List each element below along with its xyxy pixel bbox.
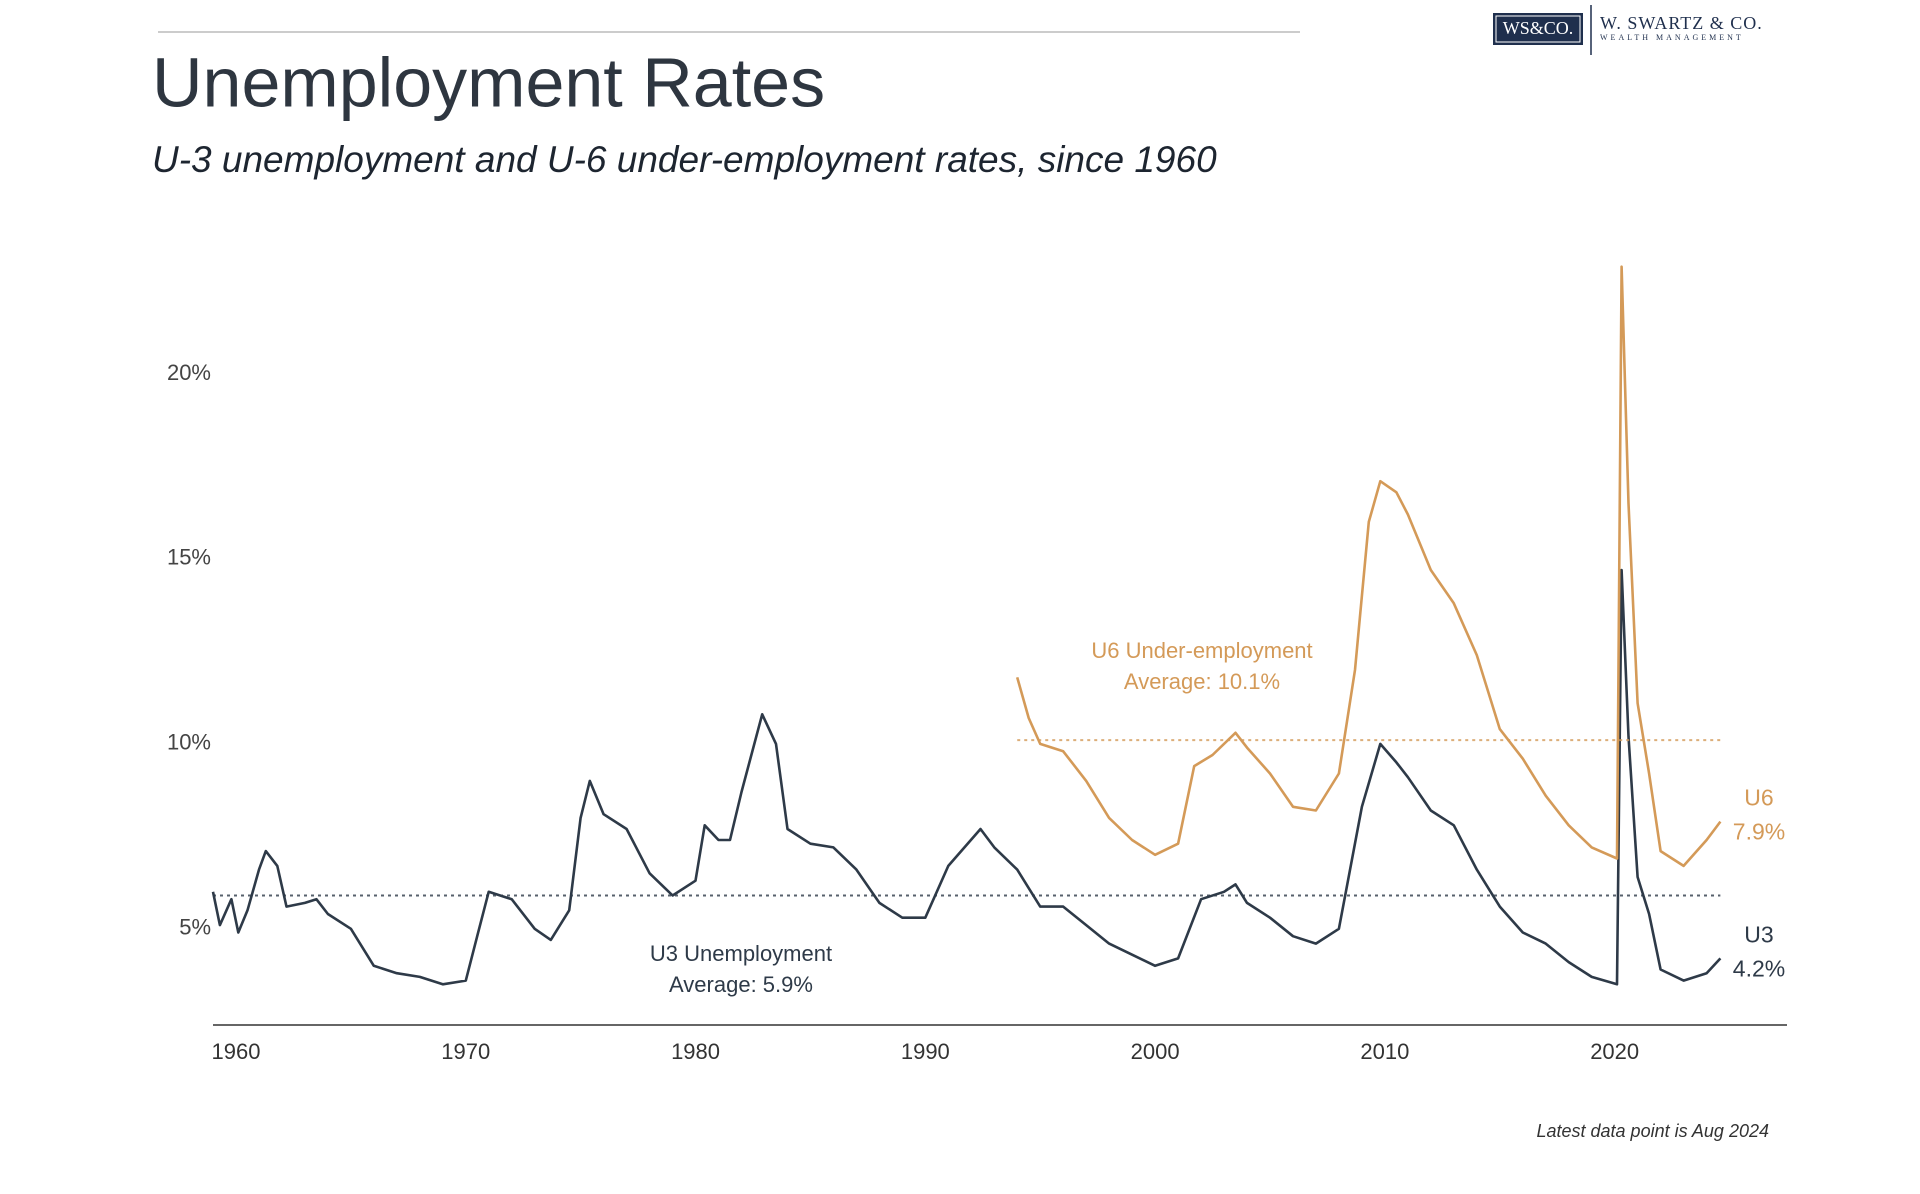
x-tick-label: 2010 <box>1360 1039 1409 1064</box>
footnote: Latest data point is Aug 2024 <box>1536 1121 1769 1141</box>
series-name: U6 <box>1744 785 1773 811</box>
x-tick-label: 1960 <box>212 1039 261 1064</box>
logo-frame <box>1495 15 1581 43</box>
firm-tagline: WEALTH MANAGEMENT <box>1600 33 1744 42</box>
annotation: Average: 5.9% <box>669 972 813 997</box>
chart-title: Unemployment Rates <box>152 43 825 121</box>
logo-box <box>1493 13 1583 45</box>
annotation: U3 Unemployment <box>650 941 832 966</box>
end-label: 7.9% <box>1733 819 1785 845</box>
y-tick-label: 15% <box>167 545 211 570</box>
x-tick-label: 1970 <box>441 1039 490 1064</box>
x-tick-label: 2000 <box>1131 1039 1180 1064</box>
y-tick-label: 5% <box>179 915 211 940</box>
x-tick-label: 2020 <box>1590 1039 1639 1064</box>
x-tick-label: 1980 <box>671 1039 720 1064</box>
annotation: U6 Under-employment <box>1091 638 1312 663</box>
firm-name: W. SWARTZ & CO. <box>1600 13 1763 33</box>
series-line <box>1015 265 1722 868</box>
y-tick-label: 10% <box>167 730 211 755</box>
y-tick-label: 20% <box>167 360 211 385</box>
series-line <box>211 568 1722 986</box>
end-label: 4.2% <box>1733 955 1785 981</box>
logo: WS&CO. <box>1503 18 1574 38</box>
x-tick-label: 1990 <box>901 1039 950 1064</box>
annotation: Average: 10.1% <box>1124 669 1280 694</box>
series-name: U3 <box>1744 921 1773 947</box>
chart-subtitle: U-3 unemployment and U-6 under-employmen… <box>152 139 1217 180</box>
